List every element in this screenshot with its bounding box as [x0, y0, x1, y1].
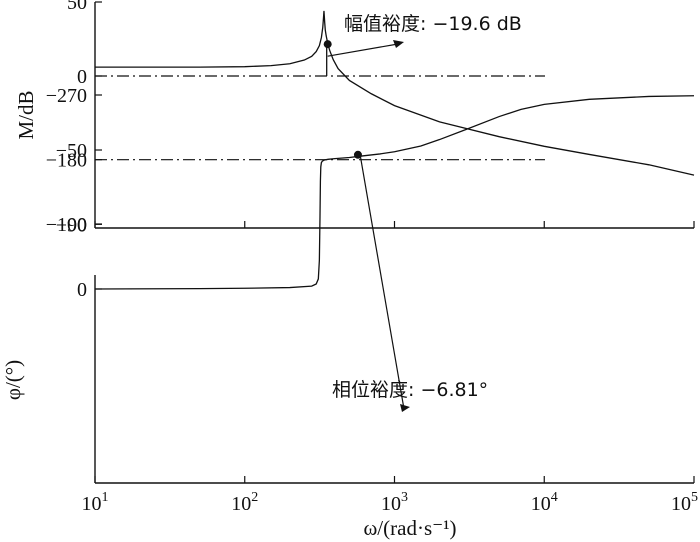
x-tick-label: 101	[82, 490, 109, 515]
magnitude-margin-point	[323, 40, 332, 49]
phase-annotation-arrow	[359, 153, 405, 410]
phase-arrowhead	[400, 404, 410, 412]
phase-annotation: 相位裕度: −6.81°	[332, 379, 488, 401]
magnitude-y-tick-label: 50	[67, 0, 87, 14]
magnitude-annotation: 幅值裕度: −19.6 dB	[344, 13, 522, 35]
magnitude-y-tick-label: −100	[46, 214, 87, 236]
magnitude-panel: 50 0 −50 −100 幅值裕度: −19.6 dB M/dB	[14, 0, 695, 236]
magnitude-y-tick-label: 0	[77, 66, 87, 88]
phase-y-tick-label: −90	[56, 214, 87, 236]
x-tick-label: 103	[381, 490, 408, 515]
phase-y-tick-label: −180	[46, 150, 87, 172]
x-tick-label: 105	[671, 490, 698, 515]
phase-y-axis-title: φ/(°)	[1, 360, 25, 400]
phase-series-line	[94, 95, 695, 290]
magnitude-y-tick-label: −50	[56, 140, 87, 162]
x-tick-label: 104	[531, 490, 558, 515]
phase-y-tick-label: 0	[77, 279, 87, 301]
phase-panel: 0 −90 −180 −270 101 102 103 104 105 相位裕度: −6.81…	[1, 85, 698, 540]
magnitude-arrowhead	[393, 40, 404, 48]
x-tick-label: 102	[231, 490, 258, 515]
x-axis-title: ω/(rad·s⁻¹)	[363, 516, 456, 540]
magnitude-series-line	[95, 10, 695, 176]
magnitude-annotation-arrow	[327, 43, 399, 57]
magnitude-y-axis-title: M/dB	[14, 90, 38, 139]
phase-y-tick-label: −270	[46, 85, 87, 107]
